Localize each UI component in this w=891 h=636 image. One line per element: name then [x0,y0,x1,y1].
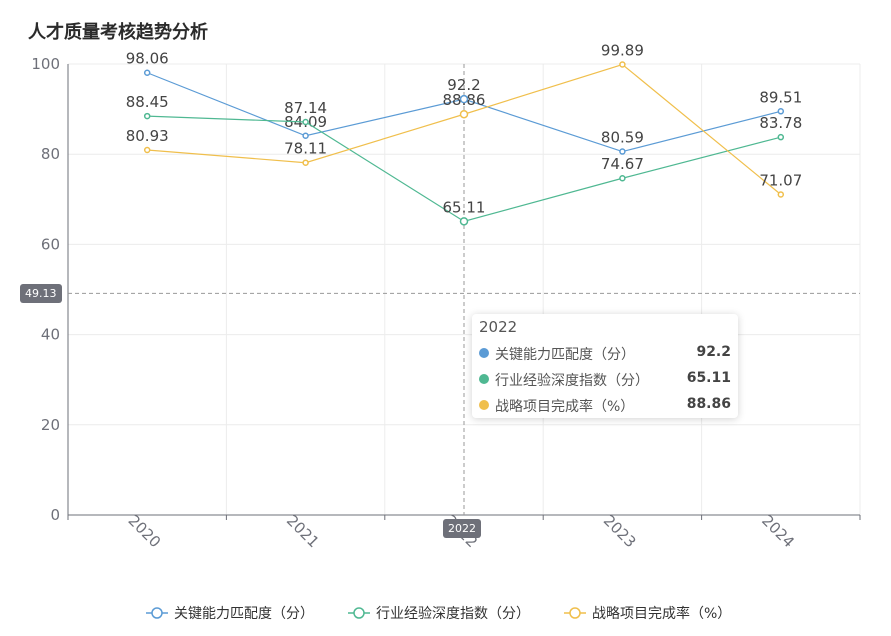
data-point [619,61,626,68]
tooltip-series-name: 行业经验深度指数（分） [495,373,649,389]
tooltip-series-name: 关键能力匹配度（分） [495,347,635,363]
y-axis-pointer-label: 49.13 [20,284,62,303]
data-label: 80.59 [601,129,644,147]
series-color-dot [479,348,489,358]
y-tick-label: 60 [41,235,60,253]
legend-marker-icon [569,607,581,619]
series-color-dot [479,374,489,384]
tooltip-series-value: 92.2 [696,344,731,360]
series-color-dot [479,400,489,410]
data-point [459,94,469,104]
data-point [143,146,151,154]
data-point [459,217,469,226]
x-tick-label: 2021 [283,511,323,551]
data-point [777,133,785,141]
y-tick-label: 40 [41,326,60,344]
data-label: 80.93 [126,127,169,145]
data-point [143,69,151,76]
tooltip-series-value: 88.86 [686,396,731,412]
data-label: 74.67 [601,155,644,173]
data-label: 87.14 [284,99,327,117]
data-label: 99.89 [601,41,644,59]
data-label: 98.06 [126,50,169,68]
data-point [619,148,626,155]
data-point [459,109,469,119]
y-tick-label: 20 [41,416,60,434]
data-point [302,118,309,126]
legend-marker-icon [353,607,365,619]
x-tick-label: 2020 [125,511,165,551]
y-tick-label: 0 [50,506,60,524]
x-tick-label: 2023 [600,511,640,551]
y-tick-label: 80 [41,145,60,163]
data-label: 89.51 [759,88,802,106]
tooltip: 2022 关键能力匹配度（分） 92.2 行业经验深度指数（分） 65.11 战… [472,314,738,418]
data-label: 83.78 [759,114,802,132]
data-label: 71.07 [759,171,802,189]
tooltip-row: 关键能力匹配度（分） 92.2 [479,342,735,364]
data-point [143,112,151,120]
tooltip-header: 2022 [479,318,518,336]
data-label: 92.2 [447,76,480,94]
x-tick-label: 2024 [758,511,798,551]
chart-title: 人才质量考核趋势分析 [28,22,208,43]
data-point [777,108,785,115]
data-label: 65.11 [443,198,486,216]
data-label: 88.45 [126,93,169,111]
data-label: 88.86 [443,91,486,109]
tooltip-series-value: 65.11 [686,370,731,386]
tooltip-row: 战略项目完成率（%） 88.86 [479,394,735,416]
y-tick-label: 100 [31,55,60,73]
legend-label: 战略项目完成率（%） [592,605,731,622]
data-point [619,174,626,182]
x-axis-pointer-label: 2022 [443,519,481,538]
tooltip-row: 行业经验深度指数（分） 65.11 [479,368,735,390]
tooltip-series-name: 战略项目完成率（%） [495,399,635,415]
data-point [777,191,785,198]
data-label: 78.11 [284,140,327,158]
legend-label: 行业经验深度指数（分） [376,606,530,622]
data-point [302,132,309,140]
legend-label: 关键能力匹配度（分） [174,606,314,622]
data-point [302,159,309,166]
legend-marker-icon [151,607,163,619]
